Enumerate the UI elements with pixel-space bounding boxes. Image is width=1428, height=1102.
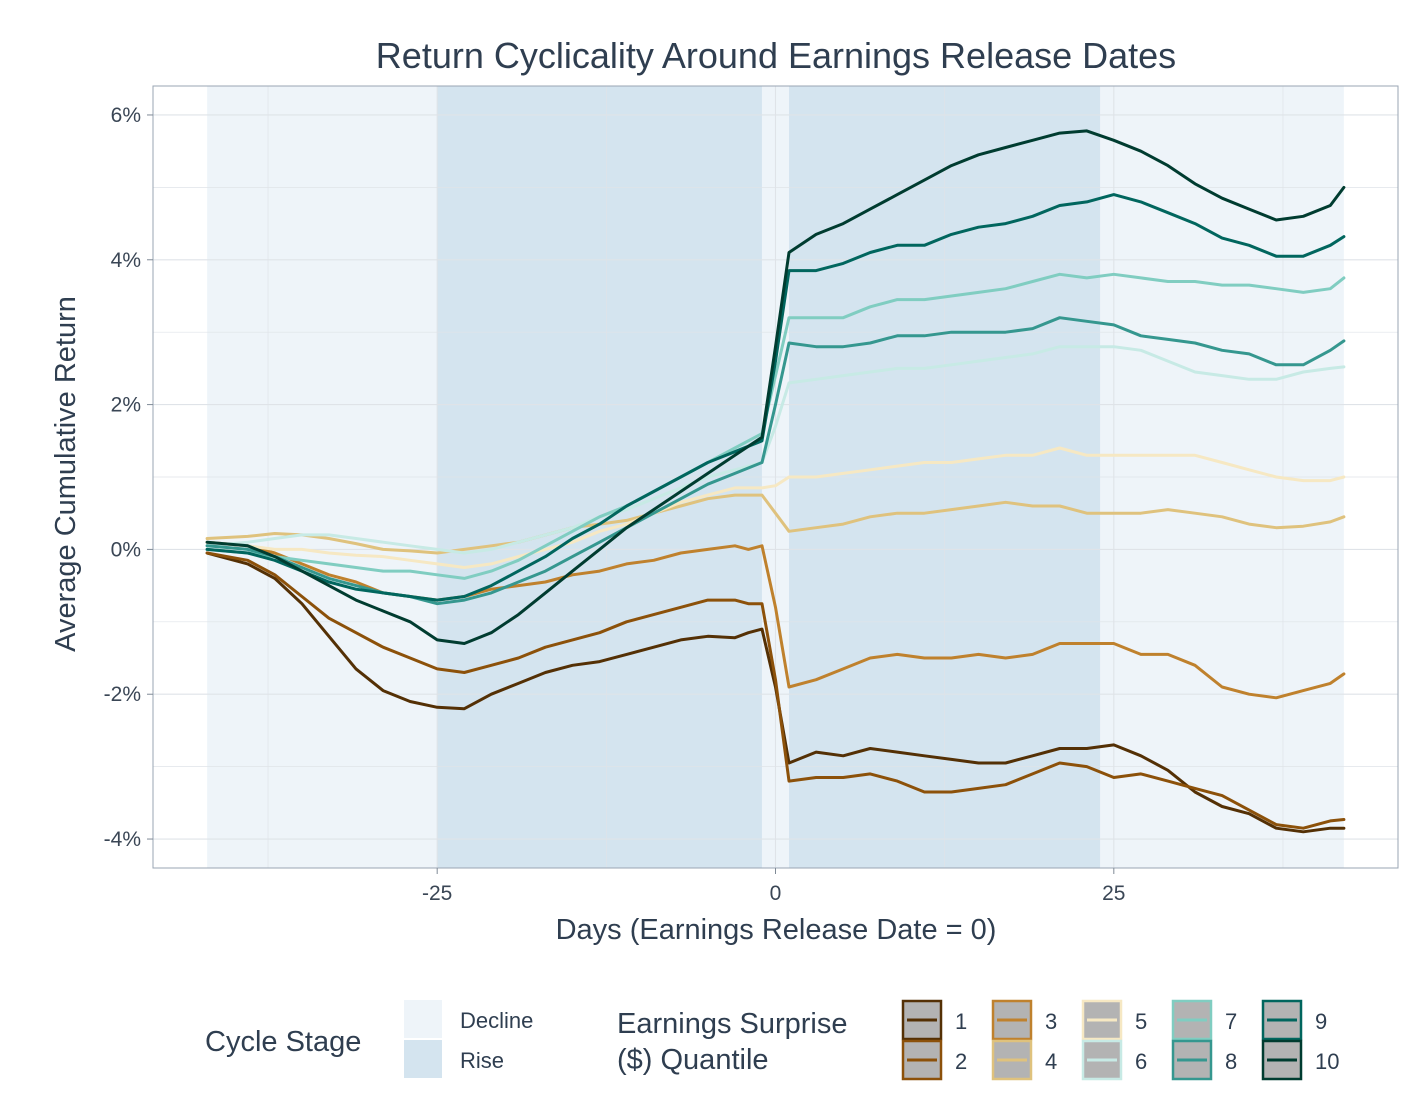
quantile-legend: 1 2 3 4 5 6 7 8 9 10 xyxy=(901,999,1339,1081)
series-lines xyxy=(205,129,1346,834)
y-tick-label: -4% xyxy=(104,828,141,851)
x-tick-label: 25 xyxy=(1102,882,1125,905)
series-line-q2 xyxy=(205,551,1346,830)
series-line-q7 xyxy=(205,272,1346,580)
x-tick-label: -25 xyxy=(422,882,452,905)
legend-label-q7: 7 xyxy=(1225,1009,1237,1034)
x-axis-title: Days (Earnings Release Date = 0) xyxy=(556,914,997,946)
y-tick-label: -2% xyxy=(104,683,141,706)
legend-label-decline: Decline xyxy=(460,1008,533,1033)
y-tick-label: 2% xyxy=(111,394,141,417)
y-tick-label: 0% xyxy=(111,538,141,561)
legend-label-q8: 8 xyxy=(1225,1049,1237,1074)
series-line-q4 xyxy=(205,493,1346,555)
y-tick-label: 4% xyxy=(111,249,141,272)
chart-title: Return Cyclicality Around Earnings Relea… xyxy=(376,35,1176,76)
legend-label-q3: 3 xyxy=(1045,1009,1057,1034)
cycle-stage-legend: Decline Rise xyxy=(404,1000,533,1078)
legend: Cycle Stage Decline Rise Earnings Surpris… xyxy=(205,999,1339,1081)
quantile-legend-title-line2: ($) Quantile xyxy=(617,1044,769,1076)
x-tick-label: 0 xyxy=(770,882,782,905)
legend-label-q6: 6 xyxy=(1135,1049,1147,1074)
cycle-stage-legend-title: Cycle Stage xyxy=(205,1026,361,1058)
legend-label-q1: 1 xyxy=(955,1009,967,1034)
y-axis-title: Average Cumulative Return xyxy=(50,296,82,652)
y-tick-label: 6% xyxy=(111,104,141,127)
legend-label-q9: 9 xyxy=(1315,1009,1327,1034)
legend-label-q2: 2 xyxy=(955,1049,967,1074)
quantile-legend-title-line1: Earnings Surprise xyxy=(617,1008,848,1040)
legend-label-rise: Rise xyxy=(460,1048,504,1073)
legend-label-q5: 5 xyxy=(1135,1009,1147,1034)
series-line-q5 xyxy=(205,446,1346,569)
x-axis-ticks: -25 0 25 xyxy=(422,868,1125,905)
series-line-q9 xyxy=(205,193,1346,602)
legend-label-q10: 10 xyxy=(1315,1049,1339,1074)
y-axis-ticks: -4% -2% 0% 2% 4% 6% xyxy=(104,104,153,851)
legend-label-q4: 4 xyxy=(1045,1049,1057,1074)
series-line-q6 xyxy=(205,345,1346,555)
series-line-q10 xyxy=(205,129,1346,645)
legend-swatch-rise xyxy=(404,1040,442,1078)
legend-swatch-decline xyxy=(404,1000,442,1038)
